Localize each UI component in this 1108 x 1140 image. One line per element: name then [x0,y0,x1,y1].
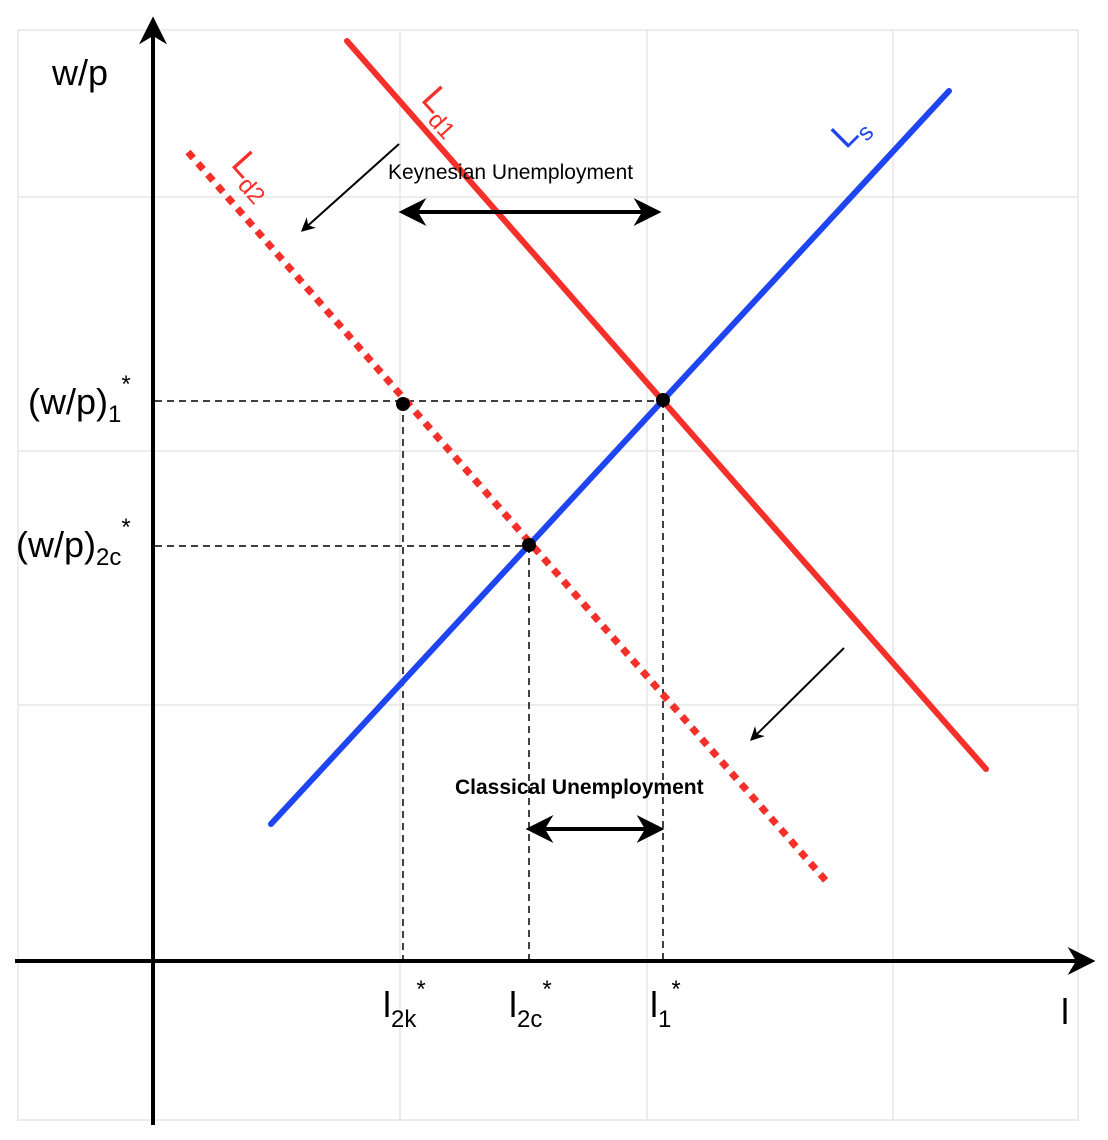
point-eq2c [522,538,536,552]
x-tick-l2c: l2c* [509,976,552,1033]
x-tick-l2k: l2k* [383,976,426,1033]
axes [15,16,1096,1125]
background-grid [17,29,1079,1121]
shift-arrow-lower [750,647,845,741]
classical-unemployment-label: Classical Unemployment [455,776,704,799]
keynesian-unemployment-label: Keynesian Unemployment [388,161,633,184]
x-tick-l1: l1* [650,976,681,1033]
x-axis-label: l [1061,991,1069,1032]
y-axis-label: w/p [51,52,108,93]
point-l2k [396,397,410,411]
ld2-curve [185,149,830,885]
point-eq1 [656,393,670,407]
y-tick-w2c: (w/p)2c* [16,514,131,571]
y-tick-w1: (w/p)1* [28,371,131,428]
ls-label: Ls [823,104,880,161]
shift-arrow-upper [300,143,400,232]
ld1-label: Ld1 [409,78,476,145]
ls-curve [268,88,952,827]
